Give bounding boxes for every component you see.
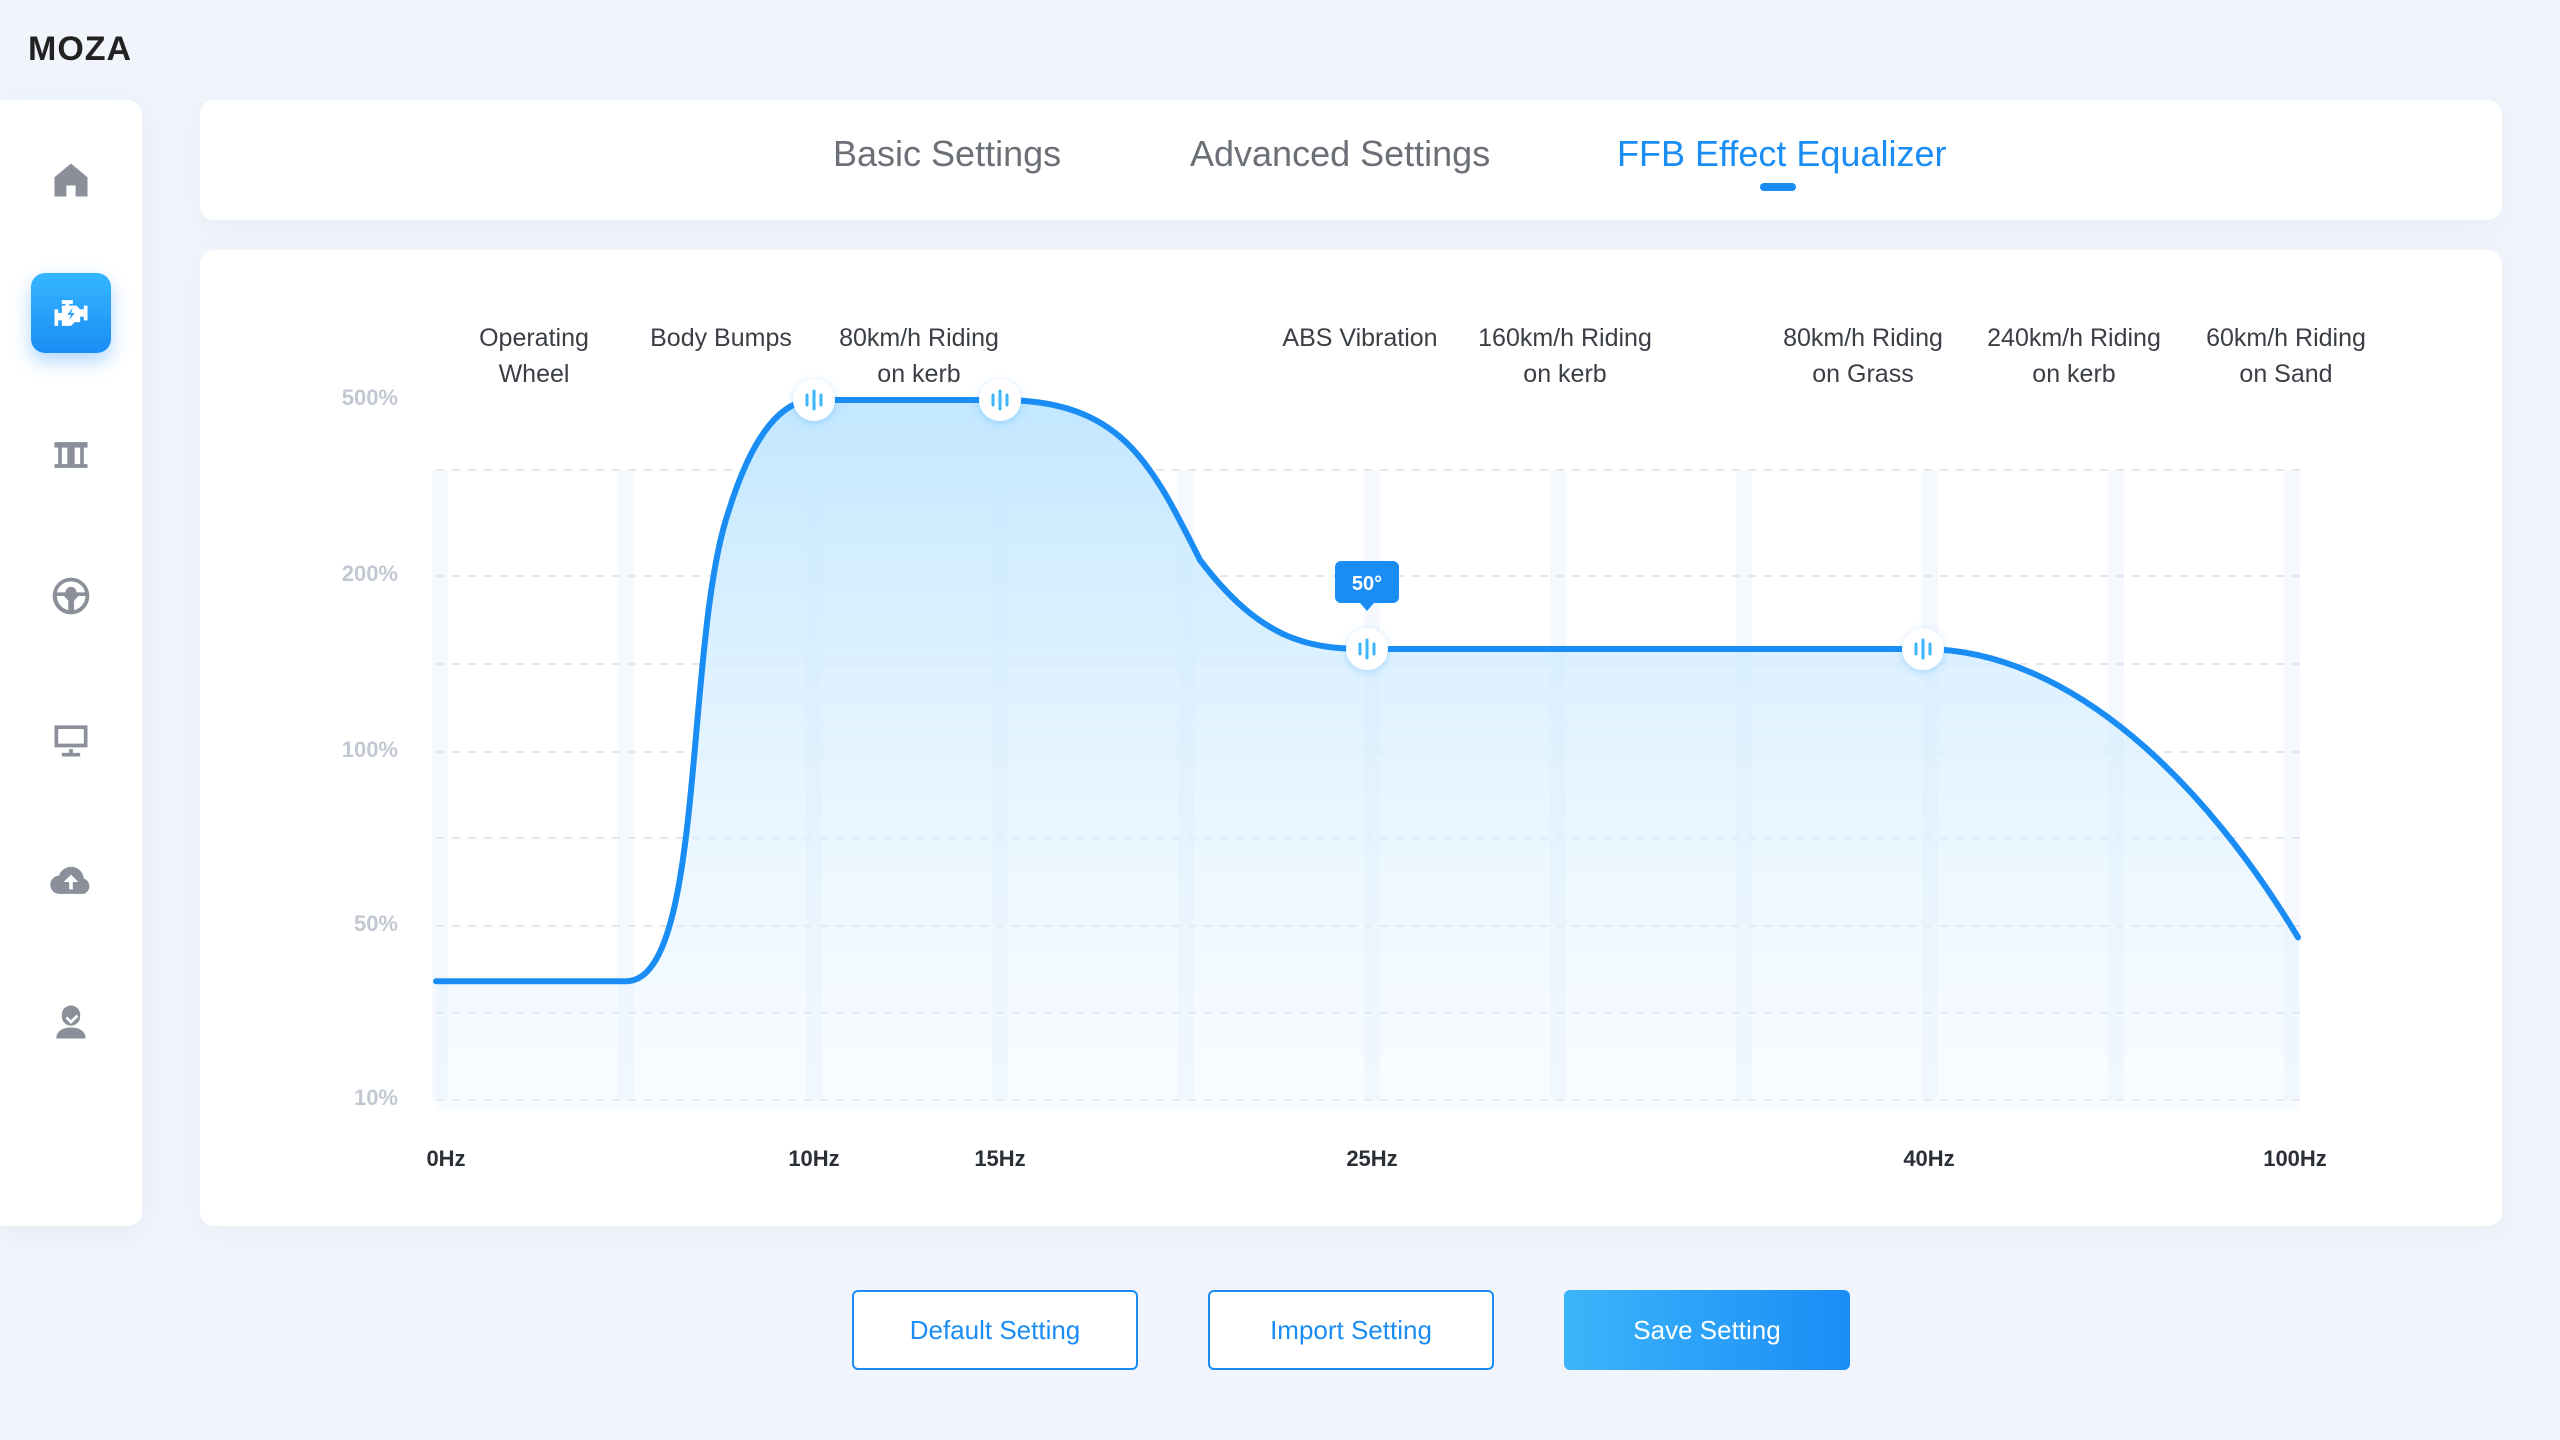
home-icon bbox=[54, 163, 88, 197]
effect-label: ABS Vibration bbox=[1282, 324, 1437, 352]
tab-advanced-settings[interactable]: Advanced Settings bbox=[1190, 133, 1491, 174]
default-setting-button[interactable]: Default Setting bbox=[852, 1290, 1138, 1370]
effect-label-line: 80km/h Riding bbox=[1783, 324, 1943, 352]
x-tick-label: 40Hz bbox=[1903, 1146, 1954, 1171]
curve-handle[interactable] bbox=[1346, 628, 1388, 671]
x-tick-label: 100Hz bbox=[2263, 1146, 2327, 1171]
column-band-1 bbox=[618, 470, 634, 1100]
sidebar-item-steering-wheel[interactable] bbox=[31, 556, 111, 636]
sidebar-item-cloud[interactable] bbox=[31, 842, 111, 922]
sidebar-item-account[interactable] bbox=[31, 982, 111, 1062]
ffb-equalizer-chart: 500% 200% 100% 50% 10% 0Hz 10Hz 15Hz 25Hz 40Hz 100… bbox=[342, 324, 2366, 1171]
effect-label-line: 80km/h Riding bbox=[839, 324, 999, 352]
import-setting-button[interactable]: Import Setting bbox=[1208, 1290, 1494, 1370]
x-tick-label: 0Hz bbox=[426, 1146, 465, 1171]
curve-handle[interactable] bbox=[793, 379, 835, 421]
tab-bar: Basic Settings Advanced Settings FFB Eff… bbox=[200, 100, 2502, 220]
curve-line bbox=[433, 397, 2301, 985]
tooltip-bubble bbox=[1335, 561, 1399, 604]
y-tick-label: 500% bbox=[342, 385, 398, 410]
engine-icon bbox=[54, 300, 88, 326]
sidebar bbox=[0, 100, 142, 1226]
tab-ffb-effect-equalizer[interactable]: FFB Effect Equalizer bbox=[1617, 133, 1947, 174]
x-tick-label: 25Hz bbox=[1346, 1146, 1397, 1171]
curve-area-fill bbox=[436, 400, 2298, 1110]
effect-label-line: 240km/h Riding bbox=[1987, 324, 2161, 352]
effect-label-line: 160km/h Riding bbox=[1478, 324, 1652, 352]
effect-label: 80km/h Riding on Grass bbox=[1783, 324, 1943, 388]
sidebar-item-dashboard[interactable] bbox=[31, 700, 111, 780]
active-tab-indicator bbox=[1760, 183, 1796, 191]
sidebar-item-engine[interactable] bbox=[31, 273, 111, 353]
curve-handle[interactable] bbox=[979, 379, 1021, 421]
y-tick-label: 100% bbox=[342, 737, 398, 762]
equalizer-panel: 500% 200% 100% 50% 10% 0Hz 10Hz 15Hz 25Hz 40Hz 100… bbox=[200, 250, 2502, 1226]
cloud-upload-icon bbox=[50, 866, 90, 894]
pedals-icon bbox=[54, 442, 88, 468]
tooltip-pointer bbox=[1360, 603, 1374, 612]
effect-label-line: on Grass bbox=[1812, 360, 1913, 388]
user-icon bbox=[56, 1005, 86, 1039]
y-tick-label: 10% bbox=[354, 1085, 398, 1110]
effect-label-line: Body Bumps bbox=[650, 324, 792, 352]
x-tick-label: 15Hz bbox=[974, 1146, 1025, 1171]
effect-label-line: on kerb bbox=[1523, 360, 1606, 388]
effect-label: 240km/h Riding on kerb bbox=[1987, 324, 2161, 388]
value-tooltip: 50° bbox=[1335, 561, 1399, 612]
effect-label-line: on Sand bbox=[2239, 360, 2332, 388]
effect-label: Operating Wheel bbox=[479, 324, 589, 388]
monitor-icon bbox=[54, 725, 88, 757]
effect-label-line: Wheel bbox=[499, 360, 570, 388]
tab-basic-settings[interactable]: Basic Settings bbox=[833, 133, 1062, 174]
sidebar-item-pedals[interactable] bbox=[31, 415, 111, 495]
effect-label-line: on kerb bbox=[2032, 360, 2115, 388]
column-band-0 bbox=[432, 470, 448, 1100]
curve-handle[interactable] bbox=[1902, 628, 1944, 671]
brand-logo: MOZA bbox=[28, 30, 133, 68]
x-tick-label: 10Hz bbox=[788, 1146, 839, 1171]
effect-label-line: Operating bbox=[479, 324, 589, 352]
effect-label: 160km/h Riding on kerb bbox=[1478, 324, 1652, 388]
effect-label: Body Bumps bbox=[650, 324, 792, 352]
effect-label: 80km/h Riding on kerb bbox=[839, 324, 999, 388]
tooltip-text: 50° bbox=[1352, 573, 1382, 595]
sidebar-item-home[interactable] bbox=[31, 140, 111, 220]
effect-label-line: ABS Vibration bbox=[1282, 324, 1437, 352]
save-setting-button[interactable]: Save Setting bbox=[1564, 1290, 1850, 1370]
effect-label-line: 60km/h Riding bbox=[2206, 324, 2366, 352]
effect-label: 60km/h Riding on Sand bbox=[2206, 324, 2366, 388]
y-tick-label: 200% bbox=[342, 561, 398, 586]
effect-label-line: on kerb bbox=[877, 360, 960, 388]
steering-wheel-icon bbox=[52, 577, 90, 615]
y-tick-label: 50% bbox=[354, 911, 398, 936]
